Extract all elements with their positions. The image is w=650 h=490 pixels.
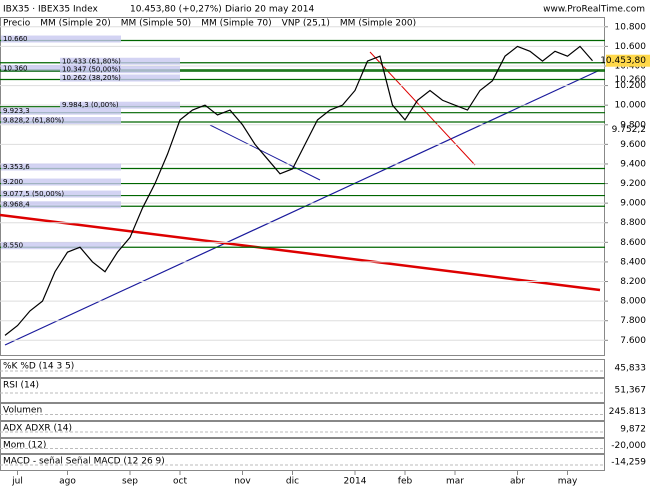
- level-label: 10.360: [3, 64, 28, 72]
- x-tick-label: feb: [398, 477, 413, 487]
- trendline: [0, 213, 601, 292]
- level-label: 10.347 (50,00%): [62, 66, 121, 74]
- y-tick-label: 9.200: [620, 179, 646, 189]
- x-tick-label: sep: [122, 477, 138, 487]
- level-bar: [1, 201, 121, 209]
- level-bar: [60, 101, 180, 109]
- price-label: 10.453,80: [600, 56, 646, 66]
- x-tick-label: may: [558, 477, 578, 487]
- trendline: [4, 69, 601, 346]
- indicator-name: Mom (12): [3, 441, 46, 451]
- main-panel: [0, 17, 605, 356]
- y-tick-label: 7.800: [620, 316, 646, 326]
- legend-entry: MM (Simple 70): [201, 19, 271, 29]
- level-bar: [1, 35, 121, 43]
- x-tick-label: abr: [510, 477, 525, 487]
- x-tick-label: jul: [11, 477, 23, 487]
- x-tick-label: oct: [173, 477, 187, 487]
- indicator-name: MACD - señal Señal MACD (12 26 9): [3, 457, 165, 467]
- y-tick-label: 9.000: [620, 199, 646, 209]
- level-bar: [1, 107, 121, 115]
- y-tick-label: 8.400: [620, 257, 646, 267]
- right-label: 9.752,2: [612, 125, 646, 135]
- legend-entry: MM (Simple 50): [121, 19, 191, 29]
- level-bar: [60, 66, 180, 74]
- indicator-value: 245.813: [609, 407, 646, 417]
- level-bar: [1, 178, 121, 186]
- indicator-value: 9,872: [620, 425, 646, 435]
- level-bar: [1, 117, 121, 125]
- indicator-name: ADX ADXR (14): [3, 424, 72, 434]
- y-tick-label: 8.200: [620, 277, 646, 287]
- y-tick-label: 9.400: [620, 159, 646, 169]
- y-tick-label: 8.600: [620, 238, 646, 248]
- x-tick-label: mar: [446, 477, 464, 487]
- price: 10.453,80 (+0,27%): [130, 5, 222, 15]
- indicator-panel: [0, 421, 605, 438]
- x-tick-label: dic: [286, 477, 299, 487]
- legend-entry: MM (Simple 200): [340, 19, 416, 29]
- y-tick-label: 10.000: [615, 101, 647, 111]
- level-label: 9.984,3 (0,00%): [62, 101, 119, 109]
- y-tick-label: 8.000: [620, 297, 646, 307]
- level-bar: [1, 190, 121, 198]
- date: Diario 20 may 2014: [225, 5, 314, 15]
- indicator-name: Volumen: [3, 406, 42, 416]
- indicator-panel: [0, 359, 605, 378]
- price-box: [606, 54, 650, 67]
- y-tick-label: 10.200: [615, 81, 647, 91]
- x-tick-label: 2014: [344, 477, 367, 487]
- y-tick-label: 8.800: [620, 218, 646, 228]
- level-label: 9.200: [3, 178, 23, 186]
- x-tick-label: ago: [59, 477, 76, 487]
- legend-entry: Precio: [3, 19, 31, 29]
- y-tick-label: 10.800: [615, 22, 647, 32]
- level-label: 9.077,5 (50,00%): [3, 190, 64, 198]
- y-tick-label: 9.800: [620, 120, 646, 130]
- legend-entry: VNP (25,1): [282, 19, 330, 29]
- indicator-name: %K %D (14 3 5): [3, 362, 74, 372]
- level-bar: [1, 242, 121, 250]
- symbol: IBX35 · IBEX35 Index: [3, 5, 98, 15]
- indicator-value: -20,000: [611, 441, 646, 451]
- indicator-panel: [0, 378, 605, 403]
- level-label: 9.828,2 (61,80%): [3, 117, 64, 125]
- level-label: 10.262 (38,20%): [62, 74, 121, 82]
- site: www.ProRealTime.com: [543, 5, 645, 15]
- level-bar: [60, 74, 180, 82]
- y-tick-label: 7.600: [620, 336, 646, 346]
- legend-entry: MM (Simple 20): [40, 19, 110, 29]
- level-label: 10.660: [3, 35, 28, 43]
- level-bar: [1, 163, 121, 171]
- indicator-panel: [0, 454, 605, 471]
- level-label: 8.550: [3, 242, 23, 250]
- x-tick-label: nov: [234, 477, 251, 487]
- indicator-panel: [0, 438, 605, 454]
- price-line: [4, 45, 593, 336]
- indicator-value: 45,833: [615, 364, 647, 374]
- indicator-value: -14,259: [611, 458, 646, 468]
- level-label: 9.353,6: [3, 163, 30, 171]
- indicator-name: RSI (14): [3, 381, 39, 391]
- right-label: 10.260: [615, 75, 647, 85]
- level-label: 10.433 (61,80%): [62, 57, 121, 65]
- level-label: 9.923,3: [3, 107, 30, 115]
- trendline: [209, 124, 321, 181]
- level-label: 8.968,4: [3, 201, 30, 209]
- indicator-panel: [0, 403, 605, 421]
- y-tick-label: 10.600: [615, 42, 647, 52]
- level-bar: [60, 57, 180, 65]
- y-tick-label: 9.600: [620, 140, 646, 150]
- indicator-value: 51,367: [615, 386, 647, 396]
